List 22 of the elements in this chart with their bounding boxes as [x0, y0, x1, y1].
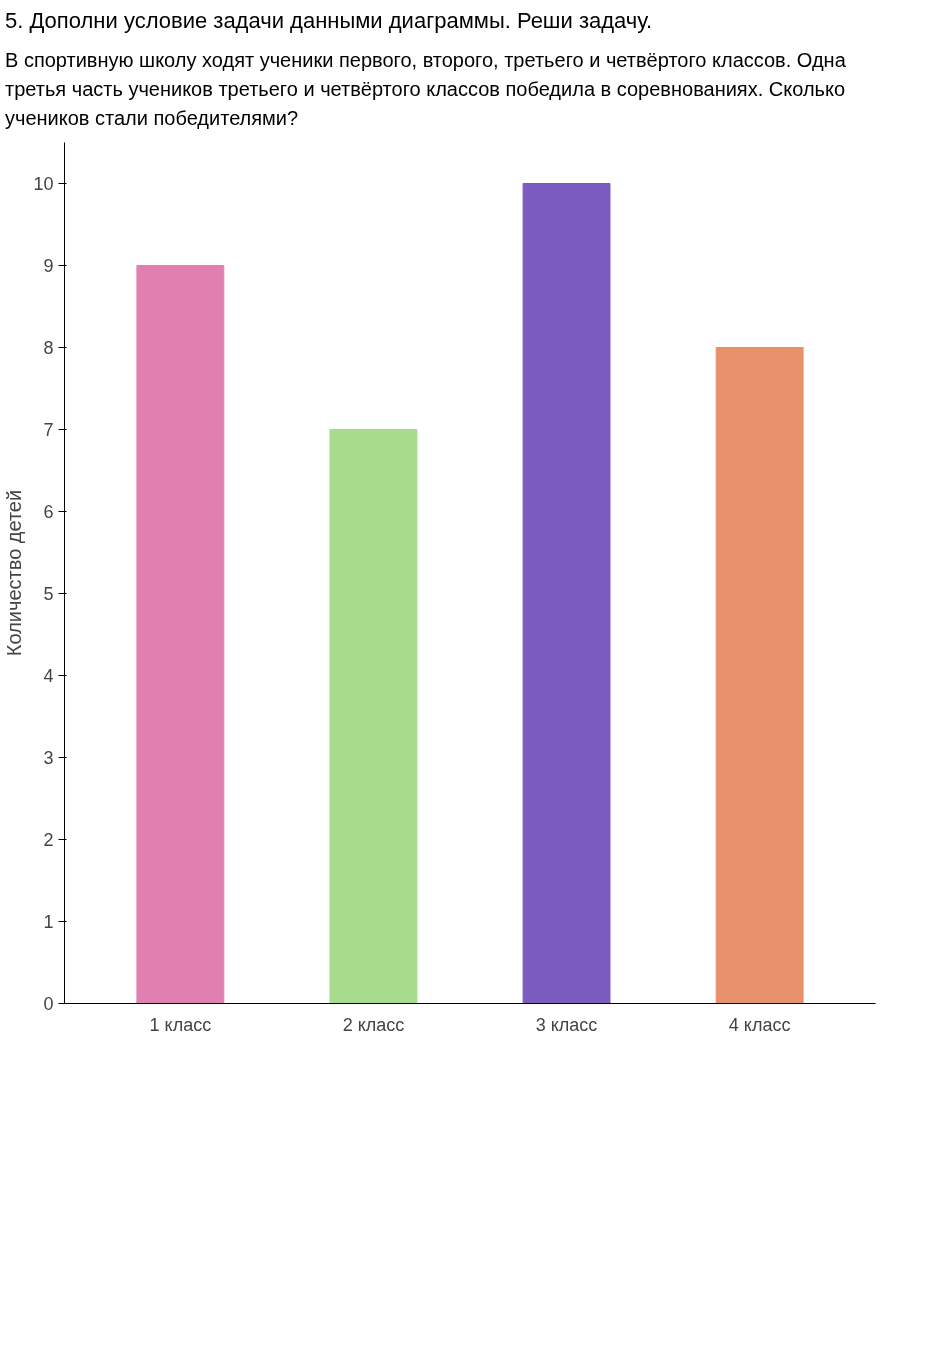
- y-tick-label: 1: [43, 912, 54, 933]
- y-tick-label: 5: [43, 584, 54, 605]
- bar: [136, 265, 225, 1004]
- y-tick-label: 6: [43, 502, 54, 523]
- x-tick-label: 3 класс: [535, 1014, 598, 1035]
- bar: [522, 183, 611, 1004]
- y-axis-title: Количество детей: [3, 489, 26, 657]
- y-tick-label: 10: [33, 174, 54, 195]
- y-tick-label: 2: [43, 830, 54, 851]
- y-tick-label: 9: [43, 256, 54, 277]
- x-tick-label: 4 класс: [728, 1014, 791, 1035]
- chart-title: 5. Дополни условие задачи данными диаграммы. Реши задачу.: [5, 7, 653, 35]
- text: В спортивную школу ходят ученики первого, второго, третьего и четвёртого классов. Одна третья часть учеников третьего и четвёртого классов победила в соревнованиях. Сколько учеников стали победителями?: [5, 48, 847, 131]
- y-tick-label: 0: [43, 994, 54, 1015]
- y-tick-label: 8: [43, 338, 54, 359]
- x-tick-label: 2 класс: [342, 1014, 405, 1035]
- bar: [329, 429, 418, 1004]
- x-tick-label: 1 класс: [149, 1014, 212, 1035]
- y-tick-label: 7: [43, 420, 54, 441]
- y-tick-label: 3: [43, 748, 54, 769]
- y-tick-label: 4: [43, 666, 54, 687]
- bar: [715, 347, 804, 1004]
